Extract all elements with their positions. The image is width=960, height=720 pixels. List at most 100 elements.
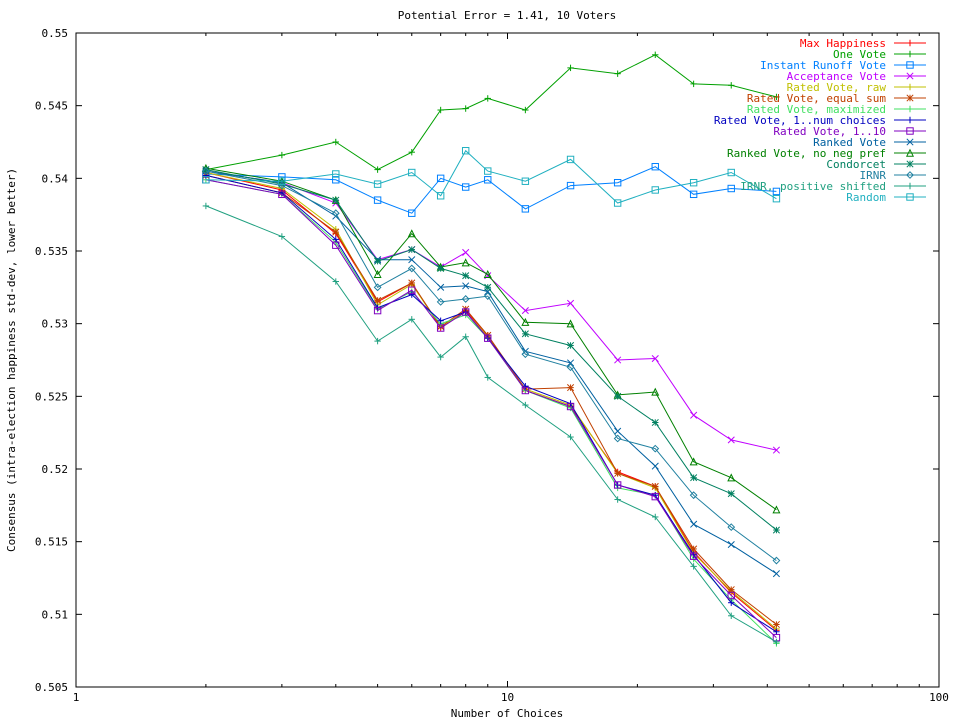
- data-point-b: [521, 330, 529, 338]
- data-point-box: [408, 286, 416, 294]
- data-point: [278, 233, 286, 240]
- legend-label: IRNR: [860, 169, 887, 182]
- data-point: [408, 316, 415, 323]
- data-point: [566, 319, 575, 328]
- data-point: [408, 148, 415, 156]
- data-point: [437, 264, 445, 272]
- data-point: [462, 248, 470, 257]
- legend-marker: [906, 105, 914, 113]
- data-point: [651, 482, 659, 490]
- data-point: [332, 241, 340, 249]
- data-point: [566, 363, 575, 372]
- data-point-dia: [566, 363, 575, 372]
- series-line: [205, 167, 777, 511]
- data-point-b: [484, 283, 492, 291]
- data-point: [461, 258, 470, 267]
- data-point: [461, 183, 470, 191]
- data-point-dia: [436, 297, 445, 306]
- data-point: [689, 491, 698, 500]
- data-point-b: [651, 462, 659, 470]
- data-point-box: [484, 167, 492, 175]
- data-point-dia: [331, 209, 340, 218]
- data-point-box: [521, 177, 530, 185]
- data-point-b: [374, 296, 382, 304]
- data-point: [332, 170, 340, 178]
- data-point: [727, 591, 735, 600]
- data-point: [437, 317, 444, 324]
- data-point: [613, 434, 622, 443]
- data-point-box: [373, 196, 382, 204]
- data-point: [727, 168, 735, 177]
- data-point: [728, 612, 735, 619]
- data-point-box: [651, 163, 659, 171]
- legend-marker: [906, 94, 914, 102]
- data-point-b: [408, 245, 416, 254]
- y-tick-label: 0.525: [35, 390, 68, 403]
- legend-label: Rated Vote, 1..10: [773, 125, 886, 138]
- data-point: [521, 330, 529, 338]
- data-point: [462, 333, 469, 340]
- data-point: [521, 386, 530, 395]
- data-point: [201, 167, 210, 175]
- data-point: [772, 187, 781, 196]
- legend-label: One Vote: [833, 48, 886, 61]
- data-point-b: [567, 359, 575, 367]
- data-point: [484, 283, 492, 291]
- data-point-b: [772, 620, 780, 629]
- legend-marker: [906, 39, 914, 47]
- data-point: [613, 481, 622, 489]
- series-line: [205, 149, 777, 204]
- data-point-dia: [407, 264, 416, 273]
- data-point-box: [689, 178, 698, 187]
- data-point-box: [727, 184, 735, 193]
- data-point: [202, 172, 210, 179]
- data-point-tri: [689, 457, 698, 466]
- data-point: [436, 174, 445, 183]
- data-point-box: [436, 174, 445, 183]
- data-point-box: [566, 181, 575, 190]
- data-point-box: [332, 176, 340, 184]
- data-point: [690, 80, 697, 88]
- data-point-b: [332, 196, 340, 204]
- data-point: [408, 291, 415, 298]
- data-point-box: [566, 402, 575, 411]
- data-point: [614, 427, 622, 435]
- data-point: [332, 278, 339, 285]
- data-point: [567, 341, 575, 350]
- legend-label: Ranked Vote, no neg pref: [727, 147, 886, 160]
- data-point: [652, 513, 659, 521]
- y-tick-label: 0.505: [35, 681, 68, 694]
- data-point-b: [567, 299, 575, 307]
- legend-marker: [906, 182, 914, 190]
- legend-marker-box: [906, 193, 914, 201]
- data-point: [651, 492, 659, 501]
- legend-marker-b: [906, 72, 914, 80]
- data-point: [331, 209, 340, 218]
- data-point: [408, 245, 416, 254]
- data-point-b: [332, 228, 340, 236]
- data-point: [436, 324, 445, 332]
- legend-marker-box: [906, 127, 914, 135]
- data-point: [727, 473, 736, 482]
- x-tick-label: 100: [929, 691, 949, 704]
- data-point-b: [462, 272, 470, 280]
- data-point: [727, 184, 735, 193]
- data-point-b: [690, 411, 698, 419]
- data-point: [773, 638, 780, 646]
- data-point-b: [374, 257, 382, 265]
- data-point-dia: [521, 350, 530, 359]
- legend-label: Rated Vote, raw: [787, 81, 887, 94]
- data-point-b: [614, 427, 622, 435]
- legend-marker: [905, 148, 915, 157]
- series-12: [201, 167, 781, 565]
- series-13: [202, 202, 780, 646]
- data-point: [651, 444, 660, 453]
- data-point: [614, 392, 622, 400]
- data-point: [772, 556, 781, 565]
- data-point: [484, 334, 492, 342]
- data-point: [374, 337, 381, 345]
- legend-marker: [906, 138, 914, 146]
- legend-marker: [906, 116, 914, 124]
